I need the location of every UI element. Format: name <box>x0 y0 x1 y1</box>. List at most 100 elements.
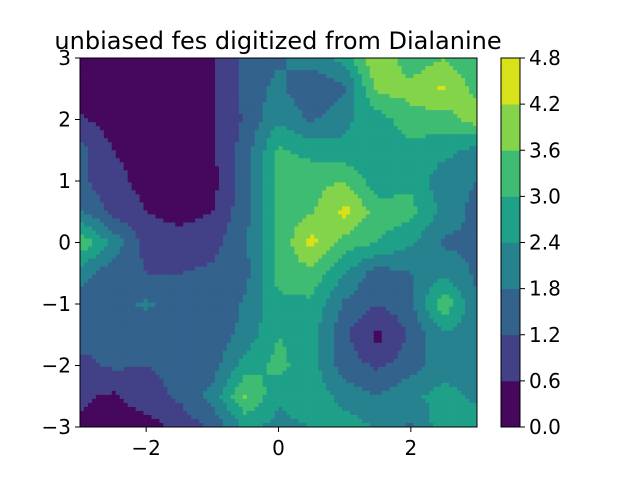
contour-cell <box>373 66 379 71</box>
contour-cell <box>405 138 411 143</box>
contour-cell <box>159 190 164 195</box>
contour-cell <box>381 74 387 79</box>
contour-cell <box>155 146 160 151</box>
contour-cell <box>437 198 442 203</box>
contour-cell <box>230 98 236 103</box>
contour-cell <box>385 98 391 103</box>
contour-cell <box>322 238 327 244</box>
contour-cell <box>306 126 311 131</box>
contour-cell <box>80 102 85 107</box>
contour-cell <box>195 106 200 111</box>
contour-cell <box>211 142 216 147</box>
contour-cell <box>111 142 117 147</box>
contour-cell <box>345 134 351 139</box>
contour-cell <box>147 114 153 119</box>
contour-cell <box>270 198 276 203</box>
contour-cell <box>151 102 157 107</box>
contour-cell <box>167 78 172 83</box>
contour-cell <box>385 238 391 244</box>
contour-cell <box>294 142 299 147</box>
contour-cell <box>314 130 319 135</box>
contour-cell <box>139 170 145 175</box>
contour-cell <box>207 190 212 195</box>
contour-cell <box>171 138 176 143</box>
contour-cell <box>135 98 141 103</box>
contour-cell <box>361 138 367 143</box>
contour-cell <box>83 122 89 127</box>
contour-cell <box>107 186 113 191</box>
contour-cell <box>87 126 93 131</box>
contour-cell <box>429 110 434 115</box>
contour-cell <box>183 238 188 244</box>
contour-cell <box>445 118 450 123</box>
contour-cell <box>218 82 224 87</box>
contour-cell <box>258 254 264 260</box>
contour-cell <box>421 66 426 71</box>
contour-cell <box>238 222 244 228</box>
contour-cell <box>286 98 292 103</box>
contour-cell <box>282 98 288 103</box>
contour-cell <box>115 66 121 71</box>
contour-cell <box>107 98 113 103</box>
contour-cell <box>357 210 363 216</box>
contour-cell <box>246 134 252 139</box>
contour-cell <box>365 238 371 244</box>
contour-cell <box>473 90 477 95</box>
contour-cell <box>187 106 192 111</box>
contour-cell <box>465 74 470 79</box>
contour-cell <box>326 158 331 163</box>
contour-cell <box>218 74 224 79</box>
contour-cell <box>183 138 188 143</box>
contour-cell <box>207 214 212 220</box>
contour-cell <box>183 70 188 75</box>
contour-cell <box>314 122 319 127</box>
contour-cell <box>361 254 367 260</box>
contour-cell <box>349 130 355 135</box>
contour-cell <box>115 226 121 232</box>
contour-cell <box>421 166 426 171</box>
contour-cell <box>377 106 383 111</box>
contour-cell <box>250 222 256 228</box>
contour-cell <box>119 102 125 107</box>
contour-cell <box>381 90 387 95</box>
contour-cell <box>405 230 411 236</box>
contour-cell <box>119 214 125 220</box>
contour-cell <box>353 242 359 248</box>
contour-cell <box>242 126 248 131</box>
contour-cell <box>449 86 454 91</box>
contour-cell <box>250 206 256 212</box>
contour-cell <box>330 146 335 151</box>
contour-cell <box>91 106 97 111</box>
contour-cell <box>103 238 109 244</box>
contour-cell <box>135 230 141 236</box>
contour-cell <box>254 94 260 99</box>
contour-cell <box>401 246 407 252</box>
contour-cell <box>469 194 474 199</box>
contour-cell <box>397 182 403 187</box>
contour-cell <box>218 126 224 131</box>
contour-cell <box>183 142 188 147</box>
contour-cell <box>294 58 299 63</box>
contour-cell <box>191 206 196 212</box>
contour-cell <box>107 62 113 67</box>
contour-cell <box>318 102 323 107</box>
contour-cell <box>457 126 462 131</box>
contour-cell <box>449 58 454 63</box>
contour-cell <box>322 106 327 111</box>
contour-cell <box>294 214 299 220</box>
contour-cell <box>99 206 105 212</box>
contour-cell <box>453 206 458 212</box>
contour-cell <box>131 134 137 139</box>
contour-cell <box>365 66 371 71</box>
contour-cell <box>91 102 97 107</box>
contour-cell <box>318 206 323 212</box>
contour-cell <box>437 194 442 199</box>
contour-cell <box>385 226 391 232</box>
contour-cell <box>211 162 216 167</box>
contour-cell <box>409 106 415 111</box>
contour-cell <box>127 246 133 252</box>
contour-cell <box>222 150 228 155</box>
contour-cell <box>461 74 466 79</box>
contour-cell <box>334 146 339 151</box>
contour-cell <box>87 138 93 143</box>
